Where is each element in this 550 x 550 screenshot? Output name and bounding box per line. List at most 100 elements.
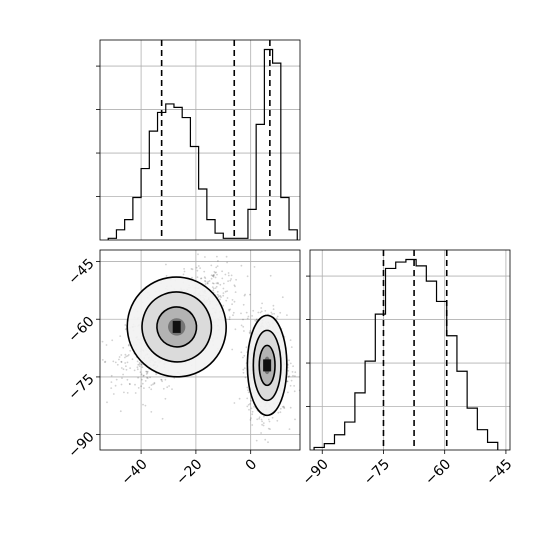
scatter-point <box>200 277 203 280</box>
scatter-point <box>204 277 207 280</box>
scatter-point <box>153 381 156 384</box>
scatter-point <box>260 310 263 313</box>
scatter-point <box>219 283 222 286</box>
scatter-point <box>112 393 115 395</box>
scatter-point <box>287 369 290 372</box>
scatter-point <box>164 397 167 400</box>
scatter-point <box>101 359 104 361</box>
scatter-point <box>104 361 106 363</box>
scatter-point <box>228 316 231 319</box>
scatter-point <box>244 293 247 296</box>
scatter-point <box>216 293 219 296</box>
scatter-point <box>272 308 275 311</box>
scatter-point <box>152 383 154 386</box>
scatter-point <box>120 361 123 363</box>
scatter-point <box>140 363 143 365</box>
scatter-point <box>230 278 233 280</box>
scatter-point <box>136 366 139 369</box>
scatter-point <box>269 274 272 277</box>
scatter-point <box>260 418 263 421</box>
scatter-point <box>264 438 267 441</box>
hist-x-frame <box>99 39 301 241</box>
scatter-point <box>231 303 234 306</box>
scatter-point <box>214 272 217 274</box>
contour-line-1-0 <box>246 314 288 417</box>
scatter-point <box>137 387 140 389</box>
scatter-point <box>212 289 215 292</box>
scatter-point <box>139 371 142 373</box>
scatter-point <box>120 367 123 369</box>
scatter-point <box>120 383 123 386</box>
scatter-point <box>210 264 213 267</box>
scatter-point <box>217 295 220 298</box>
scatter-point <box>243 330 245 332</box>
scatter-point <box>145 370 148 373</box>
scatter-point <box>256 418 259 421</box>
scatter-point <box>287 391 289 394</box>
scatter-point <box>293 385 295 387</box>
scatter-point <box>249 330 252 332</box>
scatter-point <box>275 317 278 320</box>
joint-frame <box>99 249 301 451</box>
scatter-point <box>226 261 229 264</box>
scatter-point <box>227 280 230 282</box>
scatter-point <box>282 405 285 408</box>
scatter-point <box>212 275 215 278</box>
scatter-point <box>283 406 285 409</box>
scatter-point <box>134 392 137 394</box>
scatter-point <box>286 314 288 316</box>
scatter-point <box>215 282 218 285</box>
scatter-point <box>271 313 274 315</box>
scatter-point <box>226 297 229 299</box>
scatter-point <box>121 377 123 379</box>
scatter-point <box>120 354 123 356</box>
scatter-point <box>277 411 280 414</box>
scatter-point <box>120 360 123 363</box>
contour-line-0-1 <box>141 291 213 363</box>
scatter-point <box>216 281 219 284</box>
scatter-point <box>251 410 254 413</box>
hist-y-xtick-label-1: −75 <box>361 456 393 488</box>
scatter-point <box>142 403 144 406</box>
scatter-point <box>213 270 216 273</box>
scatter-point <box>250 417 252 419</box>
scatter-point <box>262 422 265 424</box>
joint-ytick-label-3: −90 <box>65 429 97 461</box>
scatter-point <box>227 272 230 274</box>
scatter-point <box>273 312 275 315</box>
scatter-point <box>149 376 152 379</box>
joint-ytick-label-2: −75 <box>65 371 97 403</box>
scatter-point <box>287 375 290 378</box>
scatter-point <box>114 384 117 387</box>
scatter-point <box>263 415 265 418</box>
scatter-point <box>110 374 113 377</box>
scatter-point <box>215 271 218 274</box>
contour-line-1-2 <box>258 344 276 387</box>
scatter-point <box>267 441 269 444</box>
joint-ytick-label-0: −45 <box>65 256 97 288</box>
scatter-point <box>258 417 260 420</box>
scatter-point <box>213 274 215 277</box>
scatter-point <box>212 282 215 285</box>
scatter-point <box>249 403 251 405</box>
scatter-point <box>146 372 149 374</box>
scatter-point <box>271 416 274 419</box>
scatter-point <box>114 361 117 364</box>
joint-ytick-label-1: −60 <box>65 314 97 346</box>
scatter-point <box>110 381 113 383</box>
scatter-point <box>214 276 217 279</box>
scatter-point <box>240 351 243 354</box>
scatter-point <box>143 387 145 389</box>
scatter-point <box>164 378 167 381</box>
scatter-point <box>292 365 294 368</box>
scatter-point <box>221 277 224 280</box>
scatter-point <box>148 386 151 389</box>
scatter-point <box>101 340 104 343</box>
scatter-point <box>126 355 129 357</box>
scatter-point <box>214 287 217 289</box>
scatter-point <box>171 388 173 390</box>
joint-xtick-label-2: 0 <box>243 456 261 474</box>
scatter-point <box>123 391 125 394</box>
scatter-point <box>125 355 128 358</box>
scatter-point <box>115 378 118 381</box>
